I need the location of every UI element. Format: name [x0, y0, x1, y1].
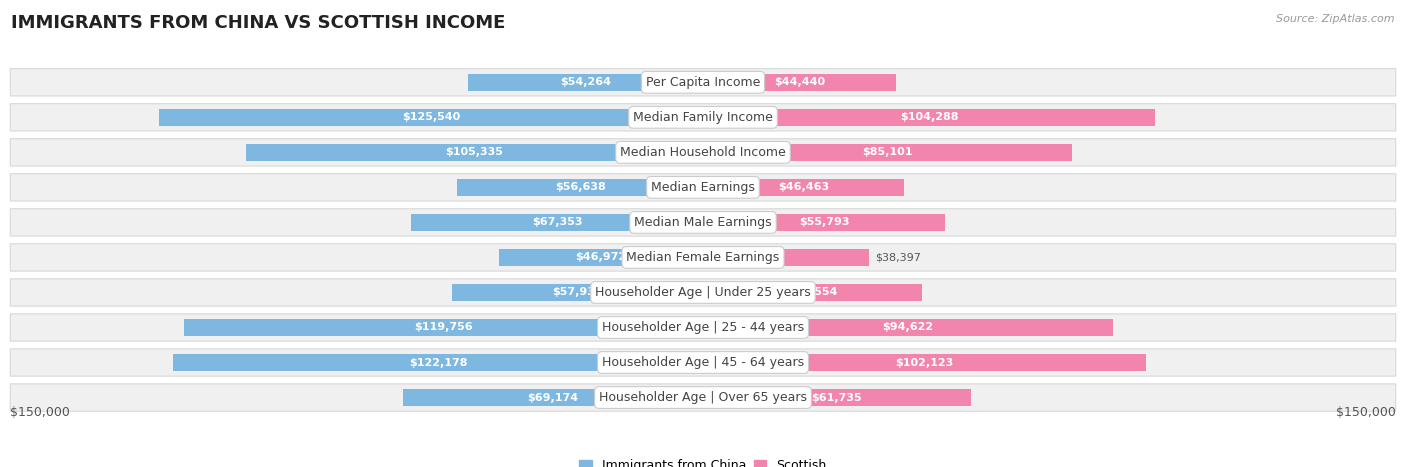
- Text: Per Capita Income: Per Capita Income: [645, 76, 761, 89]
- Text: $46,972: $46,972: [575, 253, 627, 262]
- FancyBboxPatch shape: [10, 139, 1396, 166]
- Text: $104,288: $104,288: [900, 113, 959, 122]
- Bar: [411, 214, 703, 231]
- Text: $50,554: $50,554: [787, 288, 838, 297]
- Bar: [703, 109, 1156, 126]
- Text: Source: ZipAtlas.com: Source: ZipAtlas.com: [1277, 14, 1395, 24]
- Text: $67,353: $67,353: [531, 218, 582, 227]
- FancyBboxPatch shape: [10, 174, 1396, 201]
- Legend: Immigrants from China, Scottish: Immigrants from China, Scottish: [579, 460, 827, 467]
- Text: $150,000: $150,000: [10, 406, 70, 419]
- FancyBboxPatch shape: [10, 279, 1396, 306]
- Bar: [703, 144, 1071, 161]
- Text: $105,335: $105,335: [446, 148, 503, 157]
- Text: $102,123: $102,123: [896, 358, 953, 368]
- Bar: [703, 284, 922, 301]
- Text: Householder Age | Over 65 years: Householder Age | Over 65 years: [599, 391, 807, 404]
- Text: $55,793: $55,793: [799, 218, 849, 227]
- Bar: [703, 74, 896, 91]
- Text: $61,735: $61,735: [811, 393, 862, 403]
- Text: Median Female Earnings: Median Female Earnings: [627, 251, 779, 264]
- FancyBboxPatch shape: [10, 349, 1396, 376]
- Text: Householder Age | 25 - 44 years: Householder Age | 25 - 44 years: [602, 321, 804, 334]
- Text: $57,931: $57,931: [553, 288, 603, 297]
- Text: Median Male Earnings: Median Male Earnings: [634, 216, 772, 229]
- FancyBboxPatch shape: [10, 209, 1396, 236]
- Text: $56,638: $56,638: [555, 183, 606, 192]
- Text: Householder Age | Under 25 years: Householder Age | Under 25 years: [595, 286, 811, 299]
- Text: $94,622: $94,622: [883, 323, 934, 333]
- Text: $85,101: $85,101: [862, 148, 912, 157]
- Text: $150,000: $150,000: [1336, 406, 1396, 419]
- Bar: [457, 179, 703, 196]
- Bar: [246, 144, 703, 161]
- Text: $38,397: $38,397: [875, 253, 921, 262]
- Text: Median Family Income: Median Family Income: [633, 111, 773, 124]
- Bar: [703, 389, 970, 406]
- Bar: [703, 214, 945, 231]
- Text: $69,174: $69,174: [527, 393, 579, 403]
- Bar: [451, 284, 703, 301]
- Bar: [184, 319, 703, 336]
- FancyBboxPatch shape: [10, 69, 1396, 96]
- Text: $119,756: $119,756: [413, 323, 472, 333]
- Bar: [703, 249, 869, 266]
- Text: Median Household Income: Median Household Income: [620, 146, 786, 159]
- Bar: [173, 354, 703, 371]
- Text: $122,178: $122,178: [409, 358, 467, 368]
- Bar: [404, 389, 703, 406]
- Bar: [703, 354, 1146, 371]
- Text: Householder Age | 45 - 64 years: Householder Age | 45 - 64 years: [602, 356, 804, 369]
- FancyBboxPatch shape: [10, 104, 1396, 131]
- Bar: [703, 319, 1114, 336]
- Bar: [703, 179, 904, 196]
- Text: Median Earnings: Median Earnings: [651, 181, 755, 194]
- Bar: [499, 249, 703, 266]
- Text: IMMIGRANTS FROM CHINA VS SCOTTISH INCOME: IMMIGRANTS FROM CHINA VS SCOTTISH INCOME: [11, 14, 506, 32]
- Text: $46,463: $46,463: [778, 183, 830, 192]
- Bar: [159, 109, 703, 126]
- Text: $54,264: $54,264: [560, 78, 610, 87]
- FancyBboxPatch shape: [10, 244, 1396, 271]
- FancyBboxPatch shape: [10, 314, 1396, 341]
- FancyBboxPatch shape: [10, 384, 1396, 411]
- Text: $125,540: $125,540: [402, 113, 460, 122]
- Text: $44,440: $44,440: [773, 78, 825, 87]
- Bar: [468, 74, 703, 91]
